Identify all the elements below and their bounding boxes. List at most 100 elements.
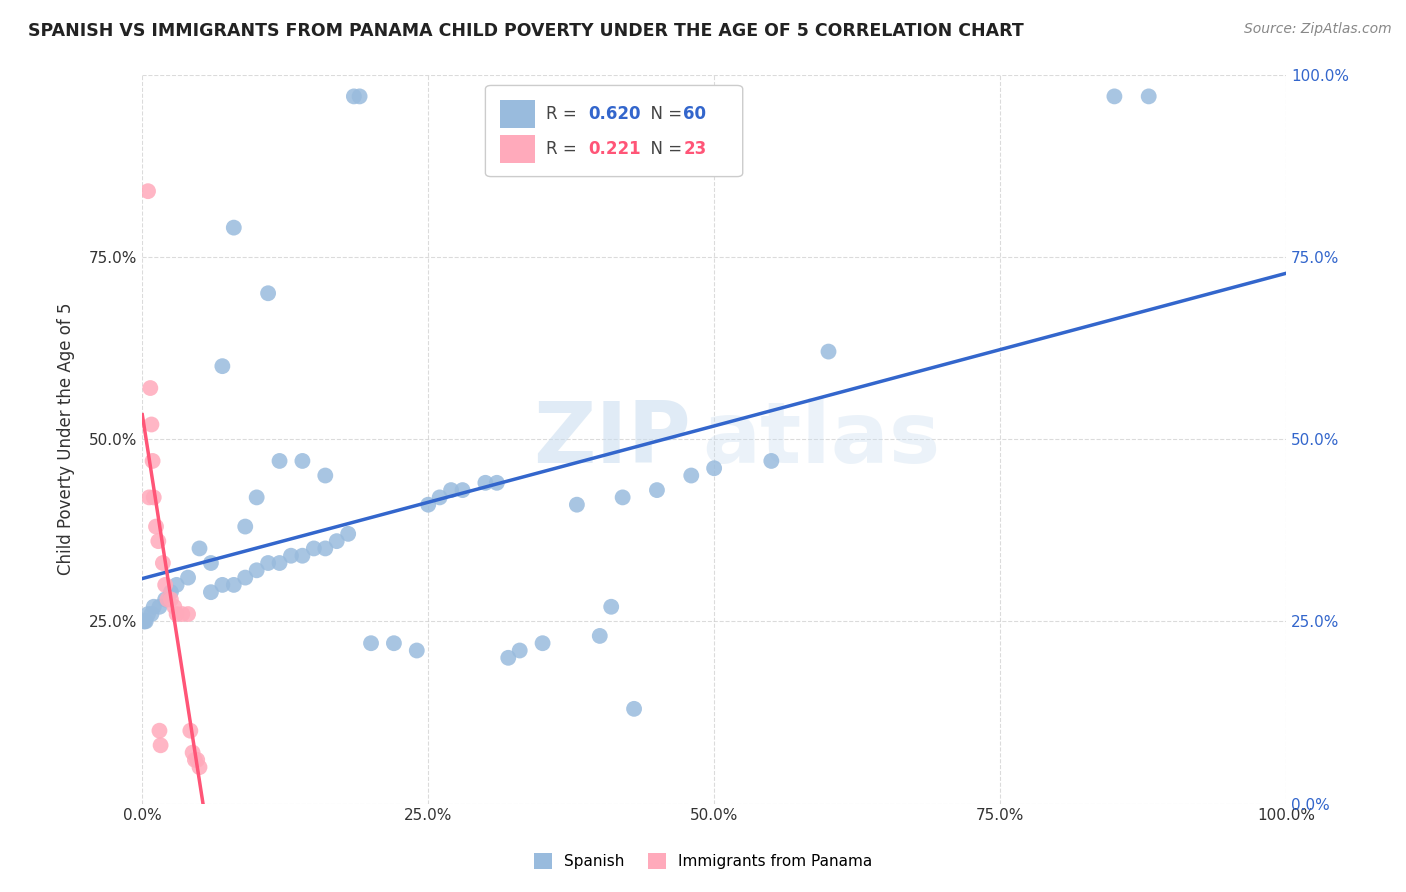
Point: [589, 629, 612, 643]
Point: [817, 344, 839, 359]
Point: [153, 578, 176, 592]
Point: [132, 615, 155, 629]
Point: [181, 746, 204, 760]
Point: [1104, 89, 1126, 103]
Point: [139, 381, 162, 395]
Text: R =: R =: [546, 105, 582, 123]
Point: [142, 454, 165, 468]
Point: [600, 599, 623, 614]
Point: [166, 607, 188, 621]
Point: [612, 491, 634, 505]
Point: [148, 723, 170, 738]
Point: [186, 753, 208, 767]
Y-axis label: Child Poverty Under the Age of 5: Child Poverty Under the Age of 5: [58, 302, 75, 575]
Point: [152, 556, 174, 570]
Point: [138, 491, 160, 505]
Point: [269, 556, 291, 570]
Point: [498, 650, 520, 665]
Point: [163, 599, 186, 614]
Point: [325, 534, 347, 549]
Text: Source: ZipAtlas.com: Source: ZipAtlas.com: [1244, 22, 1392, 37]
Point: [440, 483, 463, 497]
Point: [222, 220, 245, 235]
Point: [156, 592, 179, 607]
Point: [141, 607, 163, 621]
Point: [211, 359, 233, 373]
Point: [160, 585, 183, 599]
Point: [142, 599, 165, 614]
Text: 23: 23: [683, 140, 706, 158]
Point: [565, 498, 588, 512]
Point: [302, 541, 325, 556]
Text: R =: R =: [546, 140, 582, 158]
Point: [485, 475, 508, 490]
Point: [148, 534, 170, 549]
Point: [141, 417, 163, 432]
Point: [222, 578, 245, 592]
Point: [200, 585, 222, 599]
Point: [360, 636, 382, 650]
Point: [349, 89, 371, 103]
Point: [314, 468, 336, 483]
Text: 0.221: 0.221: [588, 140, 641, 158]
Point: [703, 461, 725, 475]
Point: [149, 739, 172, 753]
Point: [645, 483, 668, 497]
Point: [509, 643, 531, 657]
Point: [257, 286, 280, 301]
Point: [188, 541, 211, 556]
Point: [134, 615, 156, 629]
Point: [405, 643, 427, 657]
Point: [136, 607, 159, 621]
Text: N =: N =: [640, 140, 688, 158]
FancyBboxPatch shape: [485, 86, 742, 177]
Point: [291, 549, 314, 563]
Point: [474, 475, 496, 490]
Point: [233, 571, 256, 585]
Point: [337, 526, 360, 541]
Point: [269, 454, 291, 468]
Point: [451, 483, 474, 497]
Point: [188, 760, 211, 774]
Point: [142, 491, 165, 505]
Point: [761, 454, 783, 468]
Point: [246, 563, 269, 577]
Text: ZIP: ZIP: [533, 398, 692, 481]
Point: [531, 636, 554, 650]
Point: [623, 702, 645, 716]
Point: [280, 549, 302, 563]
Point: [166, 578, 188, 592]
Point: [429, 491, 451, 505]
Point: [179, 723, 201, 738]
Point: [211, 578, 233, 592]
Point: [233, 519, 256, 533]
Text: 60: 60: [683, 105, 706, 123]
Text: atlas: atlas: [703, 398, 941, 481]
Point: [343, 89, 366, 103]
Point: [184, 753, 207, 767]
Legend: Spanish, Immigrants from Panama: Spanish, Immigrants from Panama: [527, 847, 879, 875]
Point: [148, 599, 170, 614]
Point: [1137, 89, 1160, 103]
Point: [257, 556, 280, 570]
Point: [160, 592, 183, 607]
Point: [291, 454, 314, 468]
Point: [314, 541, 336, 556]
Point: [153, 592, 176, 607]
FancyBboxPatch shape: [501, 135, 534, 162]
Point: [418, 498, 440, 512]
Point: [172, 607, 194, 621]
Text: N =: N =: [640, 105, 688, 123]
Point: [382, 636, 405, 650]
Point: [681, 468, 703, 483]
Point: [136, 184, 159, 198]
Point: [135, 615, 157, 629]
Point: [200, 556, 222, 570]
Point: [177, 607, 200, 621]
Point: [246, 491, 269, 505]
Point: [145, 519, 167, 533]
Point: [177, 571, 200, 585]
Text: SPANISH VS IMMIGRANTS FROM PANAMA CHILD POVERTY UNDER THE AGE OF 5 CORRELATION C: SPANISH VS IMMIGRANTS FROM PANAMA CHILD …: [28, 22, 1024, 40]
Text: 0.620: 0.620: [588, 105, 641, 123]
FancyBboxPatch shape: [501, 100, 534, 128]
